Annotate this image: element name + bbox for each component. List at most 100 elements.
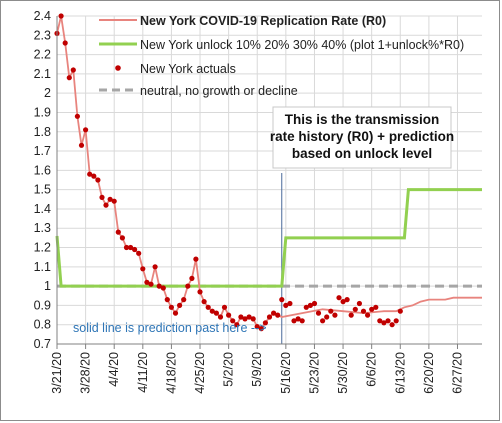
actual-point (115, 229, 121, 235)
actual-point (156, 283, 162, 289)
y-tick-label: 0.9 (34, 298, 51, 312)
actual-point (230, 318, 236, 324)
y-tick-label: 1.5 (34, 183, 51, 197)
actual-point (185, 283, 191, 289)
y-tick-label: 1.8 (34, 125, 51, 139)
actual-point (238, 314, 244, 320)
x-tick-label: 5/2/20 (222, 352, 236, 387)
actual-point (177, 302, 183, 308)
actual-point (332, 312, 338, 318)
x-tick-label: 5/23/20 (307, 352, 321, 394)
callout-line-2: rate history (R0) + prediction (270, 129, 454, 144)
actual-point (148, 281, 154, 287)
actual-point (217, 314, 224, 320)
actual-point (172, 310, 179, 316)
actual-point (168, 304, 174, 310)
y-tick-label: 1.4 (34, 202, 51, 216)
actual-point (352, 306, 358, 312)
actual-point (385, 318, 391, 324)
actual-point (91, 173, 97, 179)
y-tick-label: 0.8 (34, 318, 51, 332)
actual-point (356, 300, 362, 307)
actual-point (197, 289, 203, 295)
actual-point (58, 13, 64, 19)
actual-point (99, 194, 105, 200)
x-tick-label: 4/18/20 (164, 352, 178, 394)
actual-point (246, 314, 252, 320)
legend-swatch-actuals (115, 65, 121, 71)
actual-point (62, 40, 68, 46)
actual-point (144, 279, 150, 285)
actual-point (103, 202, 109, 208)
y-tick-label: 2.1 (34, 67, 51, 81)
actual-point (393, 318, 399, 324)
actual-point (271, 310, 277, 316)
actual-point (287, 300, 293, 307)
actual-point (234, 322, 240, 328)
actual-point (132, 246, 138, 253)
actual-point (295, 316, 301, 322)
actual-point (266, 314, 273, 320)
actual-point (111, 198, 117, 204)
actual-point (340, 299, 346, 305)
callout-line-1: This is the transmission (285, 112, 440, 127)
actual-point (291, 318, 297, 324)
actual-point (201, 299, 207, 305)
actual-point (95, 177, 101, 183)
series-actuals (54, 13, 403, 332)
x-tick-label: 6/6/20 (365, 352, 379, 387)
y-tick-label: 1.1 (34, 260, 51, 274)
prediction-note: solid line is prediction past here --> (73, 321, 267, 335)
actual-point (189, 275, 195, 281)
actual-point (107, 196, 113, 202)
actual-point (320, 318, 326, 324)
legend: New York COVID-19 Replication Rate (R0) … (99, 14, 464, 98)
callout-box: This is the transmission rate history (R… (270, 106, 454, 169)
actual-point (152, 264, 158, 270)
y-tick-label: 1.3 (34, 221, 51, 235)
actual-point (123, 244, 130, 251)
actual-point (365, 312, 371, 318)
actual-point (373, 304, 379, 310)
actual-point (397, 308, 403, 314)
horizontal-gridlines (57, 15, 482, 345)
x-tick-label: 4/25/20 (193, 352, 207, 394)
y-tick-label: 1.6 (34, 163, 51, 177)
actual-point (275, 312, 281, 318)
x-axis: 3/21/20 3/28/20 4/4/20 4/11/20 4/18/20 4/25/2… (50, 343, 482, 394)
vertical-gridlines (56, 16, 458, 344)
actual-point (242, 316, 248, 322)
actual-point (209, 308, 215, 314)
y-tick-label: 2.4 (34, 9, 51, 23)
y-tick-label: 1.7 (34, 144, 51, 158)
actual-point (360, 308, 367, 314)
callout-line-3: based on unlock level (292, 146, 432, 161)
actual-point (136, 250, 142, 256)
x-tick-label: 3/28/20 (79, 352, 93, 394)
actual-point (226, 312, 232, 318)
x-tick-label: 4/4/20 (107, 352, 121, 387)
actual-point (78, 142, 85, 148)
actual-point (258, 326, 264, 332)
actual-point (377, 318, 383, 324)
actual-point (303, 304, 309, 310)
actual-point (311, 300, 318, 307)
actual-point (324, 314, 330, 320)
actual-point (299, 318, 305, 324)
y-tick-label: 2.2 (34, 48, 51, 62)
actual-point (336, 295, 342, 301)
actual-point (140, 266, 146, 272)
actual-point (279, 297, 285, 303)
actual-point (74, 113, 80, 119)
x-tick-label: 4/11/20 (136, 352, 150, 393)
x-tick-label: 5/9/20 (250, 352, 264, 387)
series-replication-rate (56, 15, 482, 330)
y-tick-label: 1.9 (34, 105, 51, 119)
actual-point (181, 297, 187, 303)
x-tick-label: 5/16/20 (279, 352, 293, 394)
actual-point (83, 127, 89, 133)
y-tick-label: 0.7 (34, 337, 51, 351)
actual-point (307, 302, 313, 308)
actual-point (344, 297, 350, 303)
actual-point (283, 302, 289, 308)
